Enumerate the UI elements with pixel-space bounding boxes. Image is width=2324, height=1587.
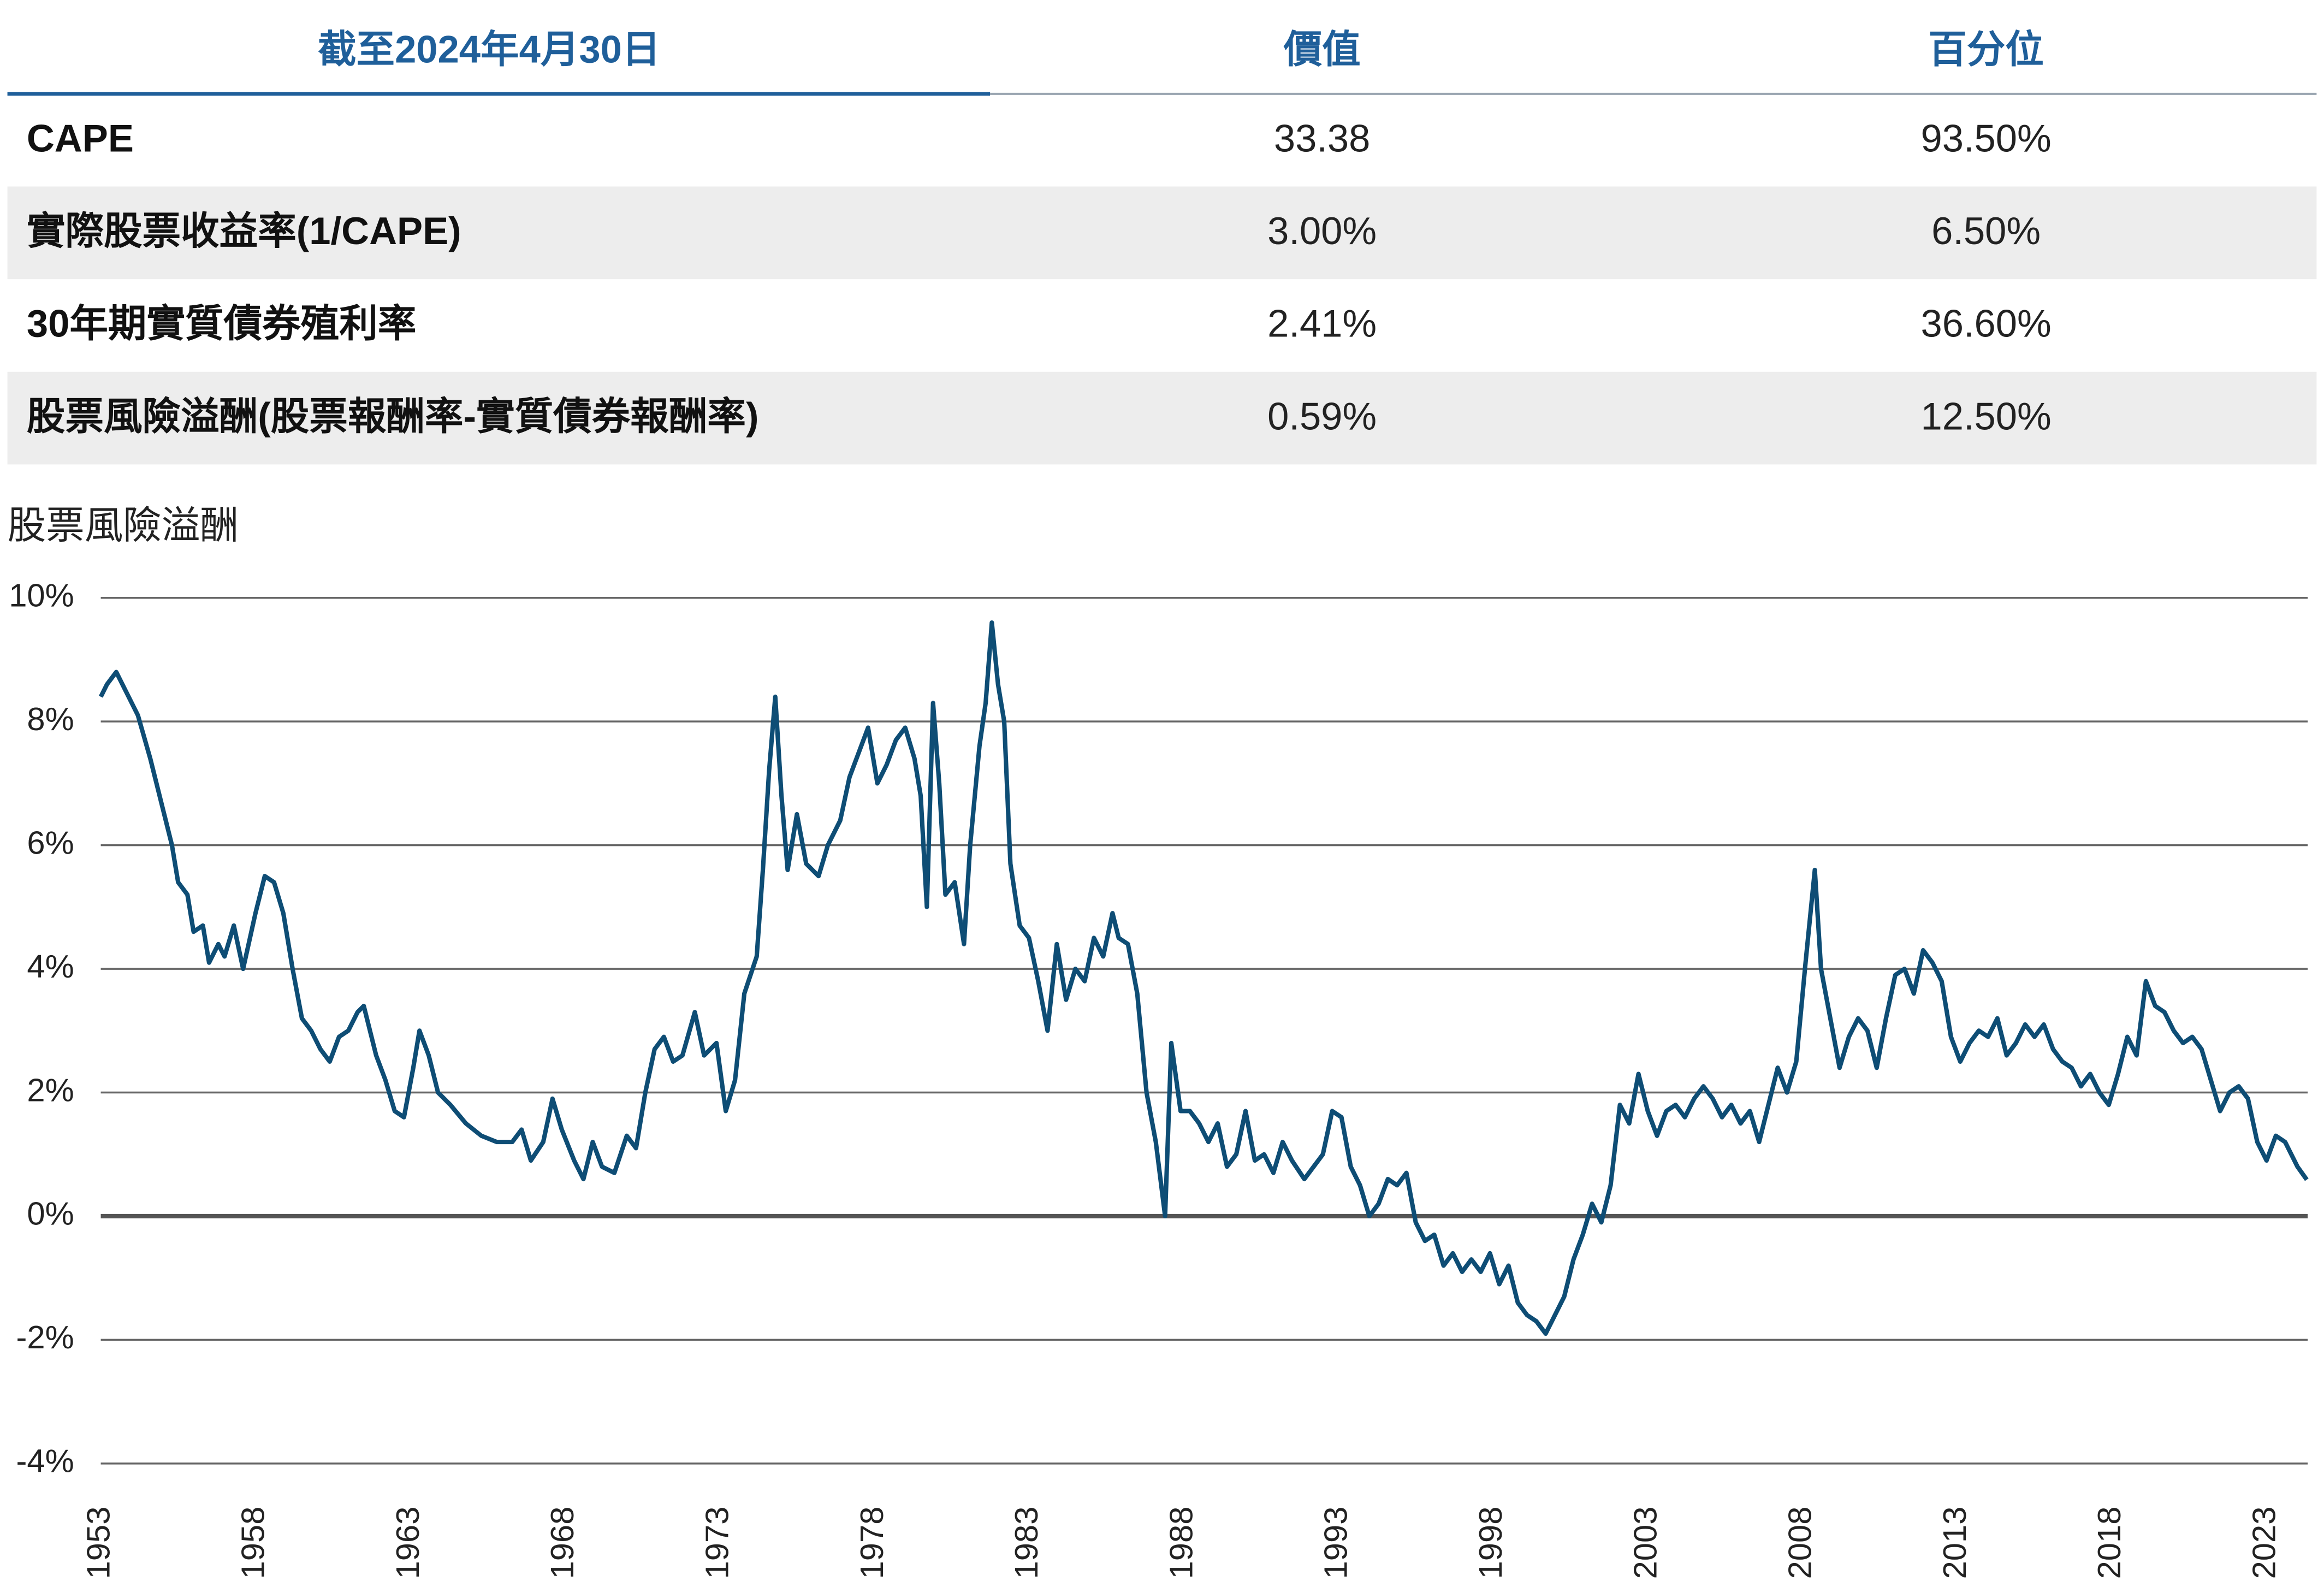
x-tick-label: 2008: [1782, 1507, 1818, 1579]
x-tick-label: 1968: [544, 1507, 580, 1579]
row-background: [7, 371, 2317, 465]
chart-title: 股票風險溢酬: [8, 504, 239, 547]
row-label: 30年期實質債券殖利率: [27, 302, 417, 345]
x-tick-label: 2018: [2091, 1507, 2127, 1579]
x-tick-label: 1978: [853, 1507, 890, 1579]
percentile-cell: 36.60%: [1920, 302, 2051, 345]
x-tick-label: 1973: [699, 1507, 736, 1579]
row-background: [7, 186, 2317, 280]
value-cell: 0.59%: [1267, 394, 1377, 437]
y-tick-label: 8%: [27, 701, 74, 737]
x-tick-label: 1988: [1163, 1507, 1199, 1579]
y-tick-label: -2%: [16, 1319, 74, 1355]
x-tick-label: 1998: [1472, 1507, 1509, 1579]
percentile-cell: 93.50%: [1920, 116, 2051, 159]
y-tick-label: 4%: [27, 948, 74, 985]
row-label: 股票風險溢酬(股票報酬率-實質債券報酬率): [27, 394, 759, 437]
x-tick-label: 2013: [1936, 1507, 1973, 1579]
column-header: 價值: [1283, 27, 1361, 70]
value-cell: 33.38: [1274, 116, 1371, 159]
x-tick-label: 1953: [80, 1507, 116, 1579]
x-tick-label: 2023: [2246, 1507, 2282, 1579]
x-tick-label: 1983: [1008, 1507, 1045, 1579]
column-header: 百分位: [1928, 27, 2044, 70]
x-tick-label: 1993: [1318, 1507, 1354, 1579]
column-header: 截至2024年4月30日: [318, 27, 661, 70]
x-tick-label: 1958: [235, 1507, 271, 1579]
value-cell: 3.00%: [1267, 209, 1377, 252]
x-tick-label: 2003: [1627, 1507, 1663, 1579]
row-label: CAPE: [27, 116, 134, 159]
y-tick-label: -4%: [16, 1443, 74, 1479]
summary-table: 截至2024年4月30日 價值 百分位 CAPE 33.38 93.50% 實際股票收益率(…: [7, 27, 2317, 465]
row-label: 實際股票收益率(1/CAPE): [27, 209, 461, 252]
y-tick-label: 2%: [27, 1071, 74, 1108]
y-tick-label: 0%: [27, 1195, 74, 1232]
chart: -4% -2% 0% 2% 4% 6% 8% 10% 1953 1958 1963 1968 1973 1…: [9, 577, 2309, 1579]
line-series: [98, 620, 2309, 1336]
y-tick-label: 10%: [9, 577, 74, 613]
x-tick-label: 1963: [389, 1507, 426, 1579]
percentile-cell: 6.50%: [1931, 209, 2041, 252]
y-tick-label: 6%: [27, 824, 74, 861]
percentile-cell: 12.50%: [1920, 394, 2051, 437]
value-cell: 2.41%: [1267, 302, 1377, 345]
